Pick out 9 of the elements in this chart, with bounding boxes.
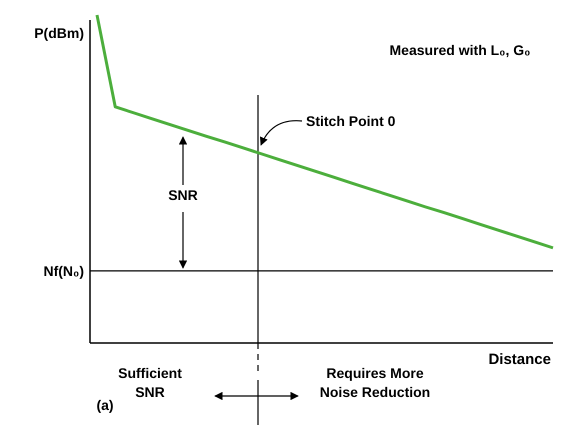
ref-line-label: Nf(N₀) xyxy=(43,262,84,279)
text: Requires More Noise Reduction xyxy=(320,365,430,400)
annotation: Stitch Point 0 xyxy=(306,113,396,129)
y-axis-title: P(dBm) xyxy=(34,25,84,41)
text: (a) xyxy=(96,397,114,413)
annotation: SNR xyxy=(168,187,198,203)
annotation: Measured with L₀, G₀ xyxy=(390,42,530,58)
text: Sufficient SNR xyxy=(118,365,182,400)
x-axis-title: Distance xyxy=(488,351,551,368)
